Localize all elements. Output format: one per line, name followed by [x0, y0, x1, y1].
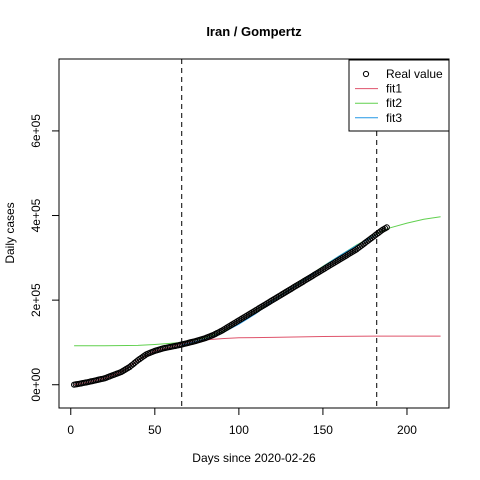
- real-value-point: [383, 224, 390, 231]
- y-tick-label: 2e+05: [29, 283, 43, 317]
- x-axis-label: Days since 2020-02-26: [192, 451, 316, 465]
- x-tick-label: 50: [148, 423, 162, 437]
- fit3-line: [181, 234, 377, 346]
- fit1-line: [74, 335, 441, 386]
- y-tick-label: 0e+00: [29, 368, 43, 402]
- legend-label: Real value: [386, 67, 443, 81]
- series-layer: [71, 216, 441, 388]
- chart-title: Iran / Gompertz: [206, 24, 302, 39]
- legend-label: fit2: [386, 96, 402, 110]
- reference-lines: [181, 59, 378, 408]
- y-tick-label: 6e+05: [29, 114, 43, 148]
- legend-label: fit3: [386, 111, 402, 125]
- x-tick-label: 100: [229, 423, 249, 437]
- x-tick-label: 0: [67, 423, 74, 437]
- y-tick-label: 4e+05: [29, 198, 43, 232]
- legend-marker-point: [362, 70, 370, 78]
- plot-frame: [58, 58, 450, 409]
- axes: 0 50 100 150 200 0e+00 2e+05 4e+05 6e+05: [29, 114, 417, 437]
- x-tick-label: 150: [313, 423, 333, 437]
- real-value-point: [141, 352, 148, 359]
- fit2-line: [74, 216, 441, 347]
- legend-label: fit1: [386, 82, 402, 96]
- y-axis-label: Daily cases: [3, 202, 17, 263]
- x-tick-label: 200: [397, 423, 417, 437]
